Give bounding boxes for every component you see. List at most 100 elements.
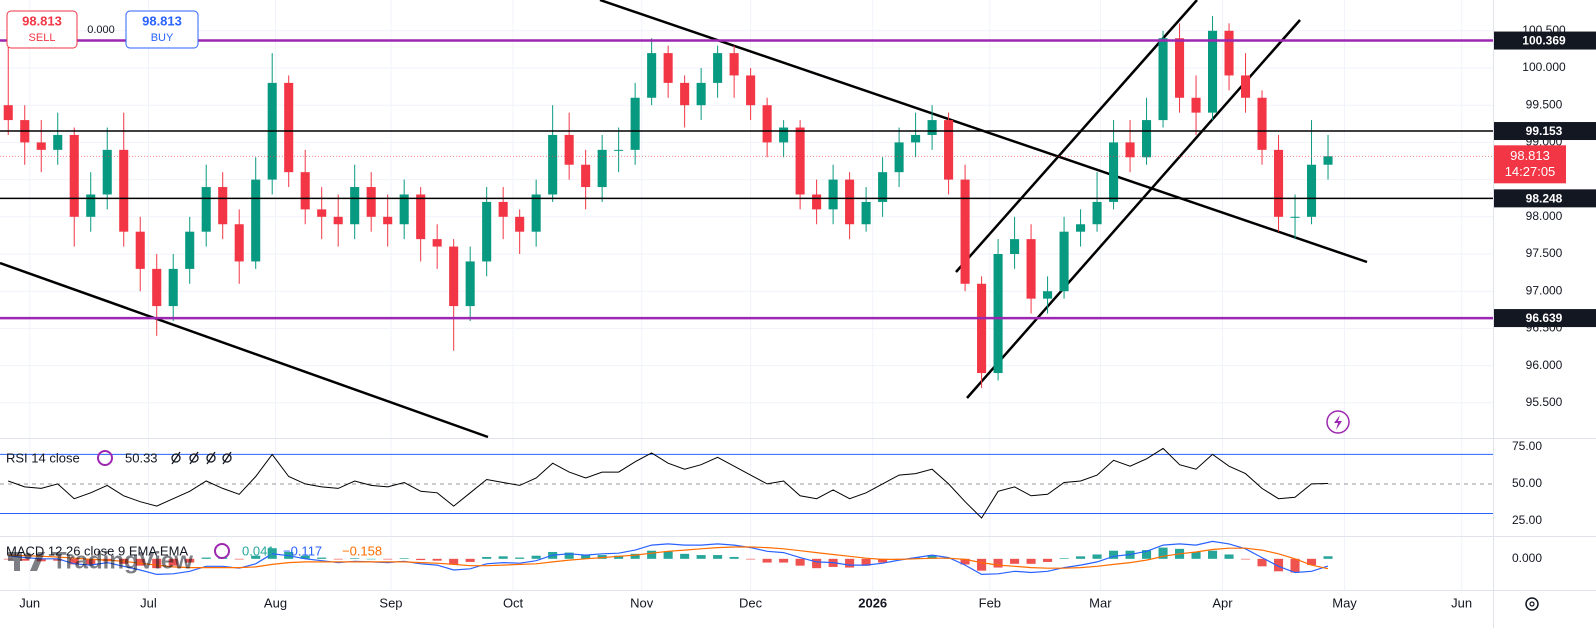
candle-body — [1142, 120, 1152, 158]
macd-histogram-bar — [234, 558, 244, 560]
macd-histogram-bar — [993, 558, 1003, 568]
signal-line — [8, 546, 1329, 570]
macd-histogram-bar — [960, 558, 970, 565]
macd-histogram-bar — [762, 558, 772, 563]
candle-body — [482, 201, 492, 262]
macd-histogram-bar — [1208, 550, 1218, 559]
macd-histogram-bar — [69, 558, 79, 565]
macd-histogram-bar — [845, 558, 855, 568]
macd-histogram-bar — [597, 555, 607, 559]
level-label-box — [1494, 122, 1596, 141]
macd-histogram-bar — [135, 558, 145, 566]
macd-line — [8, 540, 1329, 576]
rsi-line — [8, 447, 1329, 519]
macd-histogram-bar — [1026, 558, 1036, 564]
macd-histogram-bar — [1109, 550, 1119, 559]
level-label: 99.153 — [1526, 124, 1563, 138]
macd-histogram-bar — [531, 555, 541, 559]
sell-button[interactable] — [6, 10, 78, 49]
candle-body — [647, 53, 657, 98]
macd-histogram-bar — [515, 557, 525, 559]
icon — [189, 453, 199, 463]
settings-icon[interactable] — [97, 450, 113, 466]
candle-body — [663, 53, 673, 83]
macd-histogram-bar — [350, 558, 360, 559]
x-tick-label: Oct — [503, 595, 524, 610]
level-label-box — [1494, 189, 1596, 208]
icon — [206, 453, 216, 463]
macd-histogram-bar — [977, 558, 987, 571]
x-tick-label: Mar — [1089, 595, 1112, 610]
macd-histogram-bar — [812, 558, 822, 569]
candle-body — [1076, 224, 1086, 232]
macd-histogram-bar — [416, 558, 426, 561]
candle-body — [927, 120, 937, 135]
y-tick-label: 95.500 — [1526, 395, 1563, 409]
candle-body — [366, 187, 376, 217]
macd-title: MACD 12 26 close 9 EMA EMA — [6, 543, 188, 558]
macd-histogram-bar — [20, 558, 30, 561]
macd-histogram-bar — [300, 555, 310, 559]
sell-label: SELL — [29, 32, 56, 44]
x-tick-label: Sep — [379, 595, 402, 610]
candle-body — [185, 231, 195, 269]
macd-histogram-bar — [581, 555, 591, 559]
macd-histogram-bar — [366, 558, 376, 560]
candle-body — [317, 209, 327, 217]
macd-histogram-bar — [1010, 558, 1020, 564]
icon — [222, 451, 232, 465]
candle-body — [300, 172, 310, 210]
candle-body — [333, 216, 343, 225]
icon — [189, 451, 199, 465]
macd-histogram-bar — [1043, 558, 1053, 562]
candle-body — [1224, 30, 1234, 76]
candle-body — [993, 254, 1003, 374]
y-tick-label: 0.000 — [1512, 551, 1542, 565]
candle-body — [1257, 97, 1267, 150]
last-price-label: 98.813 — [1510, 148, 1550, 163]
buy-button[interactable] — [125, 10, 199, 49]
candle-body — [399, 194, 409, 225]
macd-histogram-bar — [53, 558, 63, 561]
candle-body — [498, 201, 508, 217]
candle-body — [977, 283, 987, 374]
macd-histogram-bar — [927, 555, 937, 559]
macd-histogram-bar — [465, 558, 475, 562]
x-tick-label: Feb — [979, 595, 1001, 610]
candle-body — [894, 142, 904, 173]
macd-histogram-bar — [168, 558, 178, 566]
candle-body — [284, 82, 294, 173]
macd-histogram-bar — [449, 558, 459, 565]
candle-body — [531, 194, 541, 232]
trade-panel[interactable]: 98.813 SELL 0.000 98.813 BUY — [6, 10, 199, 49]
candle-body — [1026, 239, 1036, 299]
macd-histogram-bar — [1290, 558, 1300, 573]
macd-histogram-bar — [317, 557, 327, 559]
macd-histogram-bar — [1323, 556, 1333, 559]
candle-body — [201, 187, 211, 232]
macd-histogram-bar — [696, 555, 706, 559]
x-tick-label: Nov — [630, 595, 654, 610]
macd-histogram-bar — [878, 558, 888, 563]
y-tick-label: 75.00 — [1512, 439, 1542, 453]
settings-icon[interactable] — [1525, 597, 1539, 611]
settings-icon — [1529, 601, 1535, 607]
x-tick-label: Jun — [19, 595, 40, 610]
watermark: TradingView — [8, 547, 193, 574]
settings-icon[interactable] — [214, 543, 230, 559]
y-tick-label: 97.500 — [1526, 246, 1563, 260]
candle-body — [630, 97, 640, 150]
macd-histogram-bar — [251, 555, 261, 559]
level-label: 100.369 — [1522, 34, 1566, 48]
macd-histogram-bar — [647, 550, 657, 559]
candle-body — [218, 187, 228, 225]
y-tick-label: 99.500 — [1526, 97, 1563, 111]
candle-body — [878, 172, 888, 202]
candle-body — [1290, 216, 1300, 218]
plot — [0, 15, 1493, 576]
candle-body — [1125, 142, 1135, 158]
macd-histogram-bar — [1241, 558, 1251, 560]
rsi-last-value: 50.33 — [125, 450, 158, 465]
